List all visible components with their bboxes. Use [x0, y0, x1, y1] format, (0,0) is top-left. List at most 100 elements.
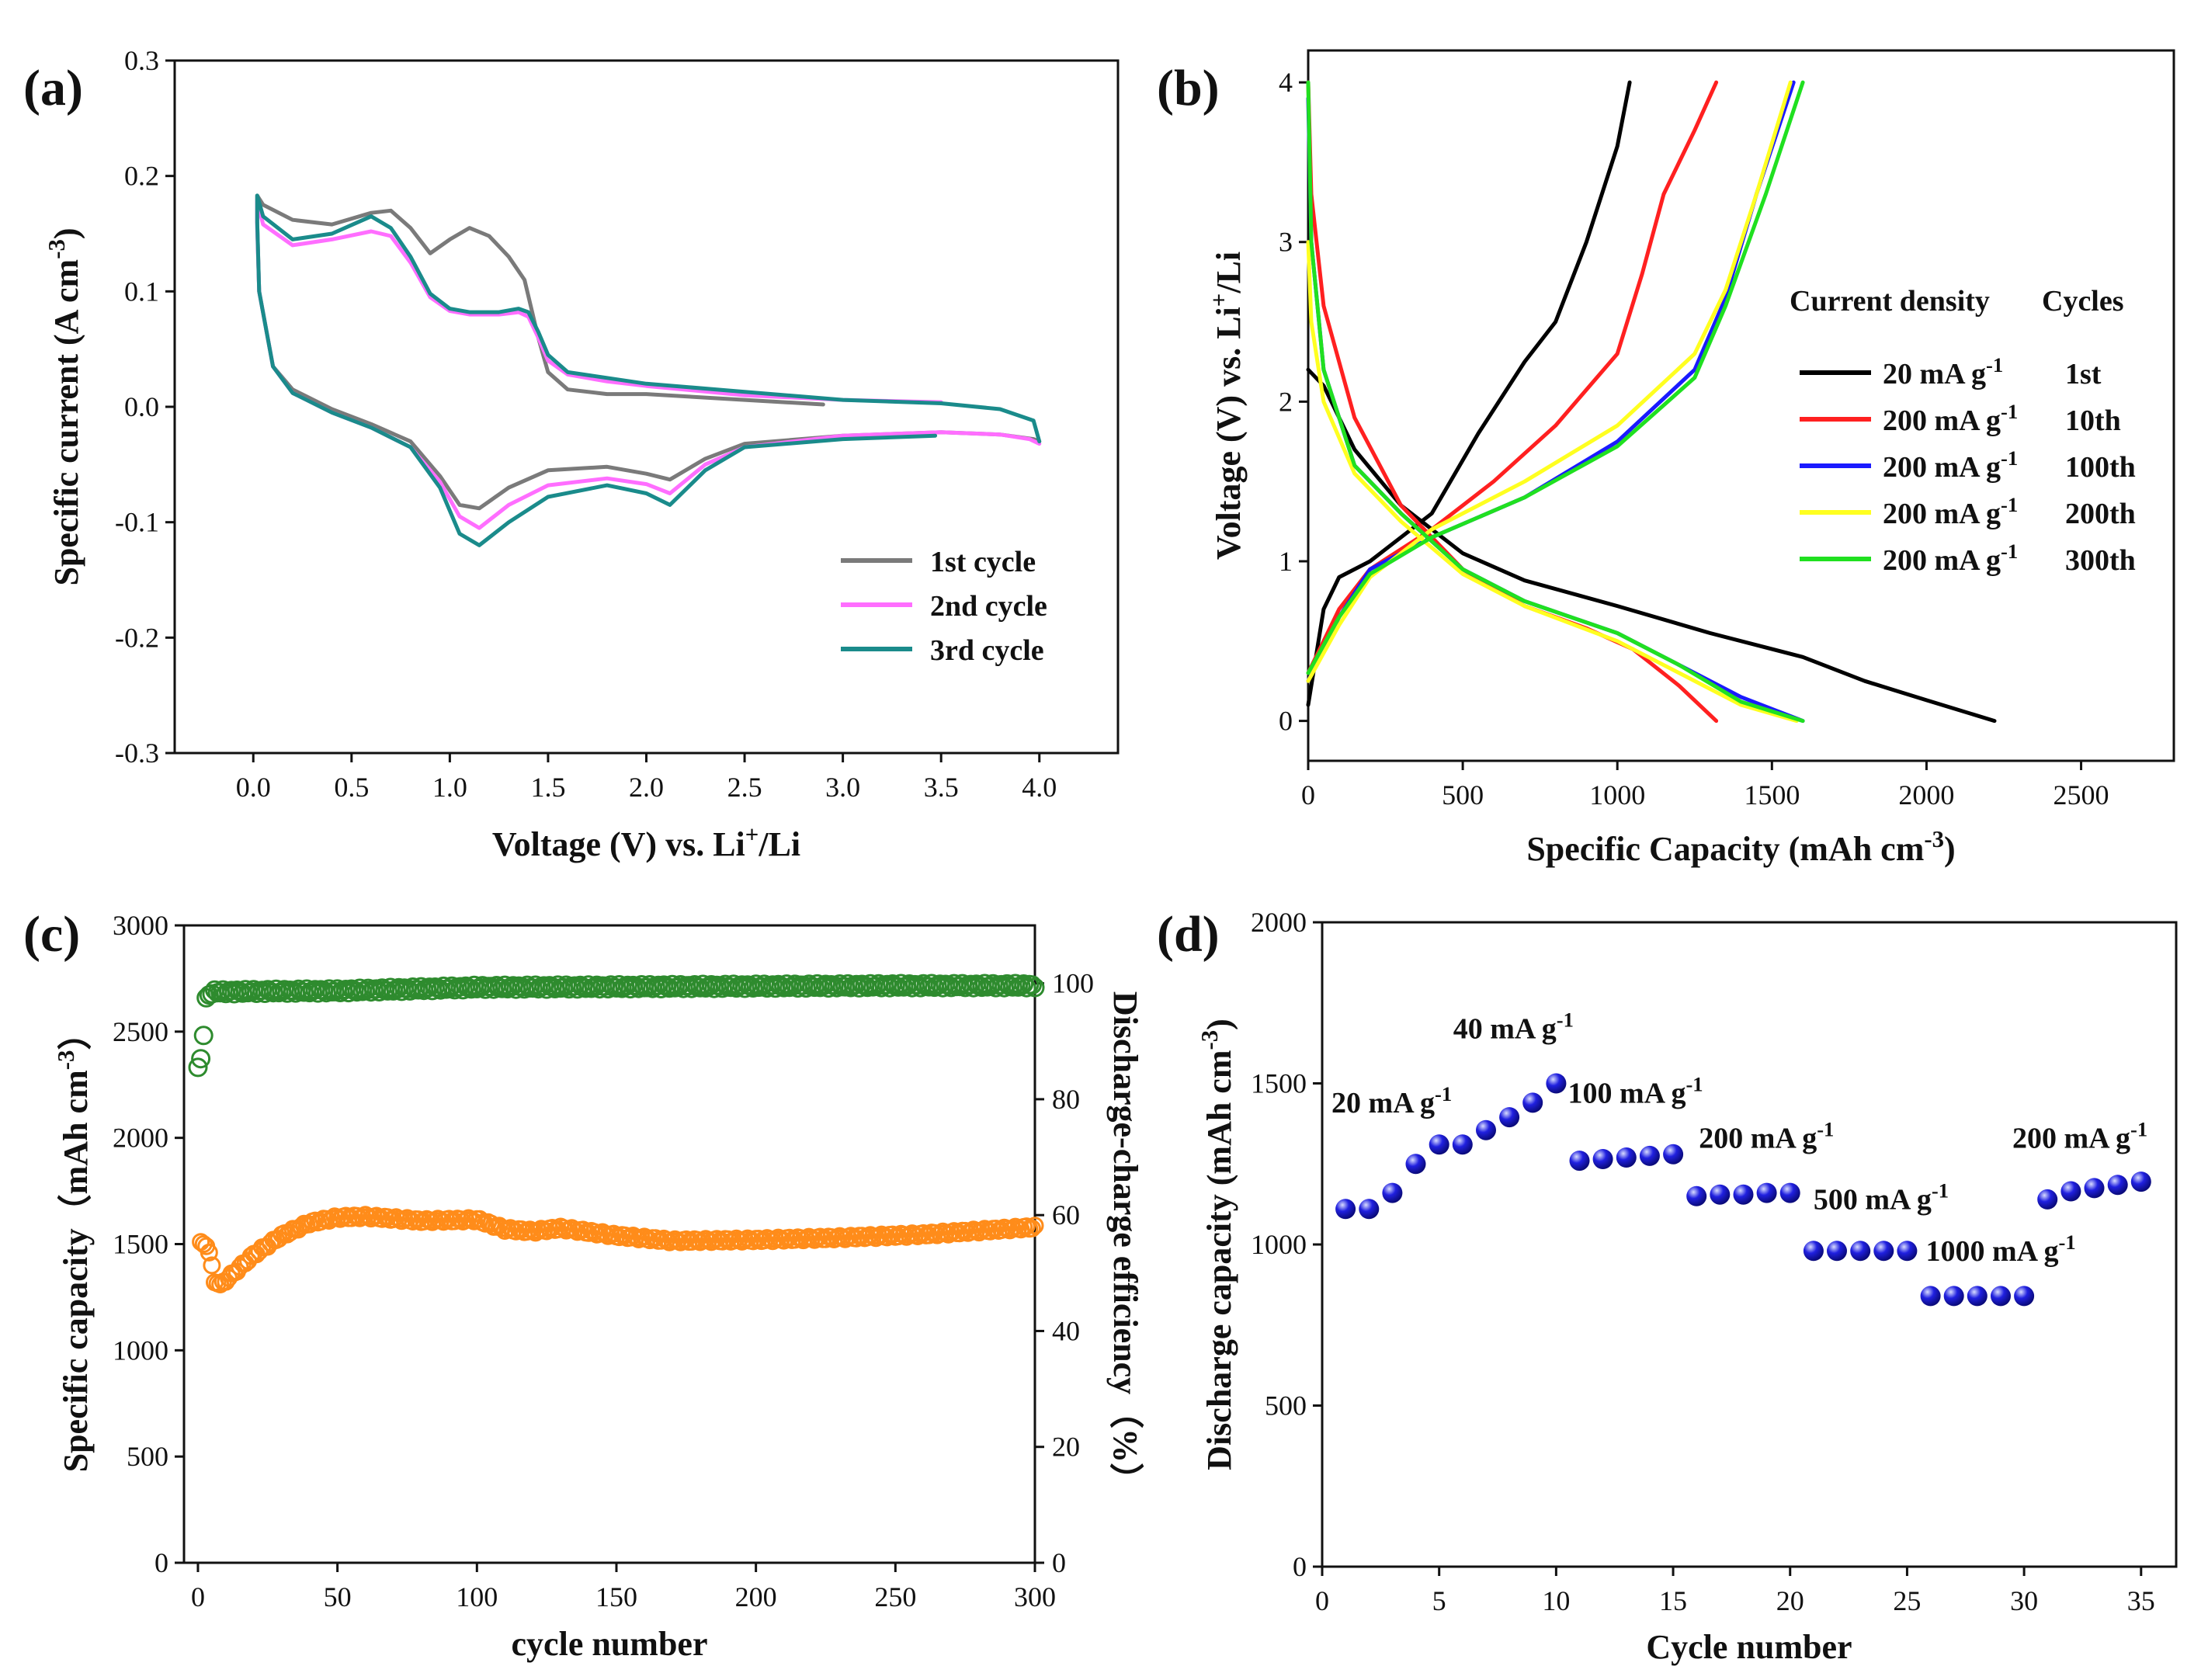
panel-d-xtick-label: 30	[2010, 1585, 2038, 1616]
panel-c-xtick-label: 150	[595, 1581, 637, 1612]
panel-d-ytick-label: 1500	[1251, 1068, 1307, 1099]
panel-b-legend-cycle-5: 300th	[2065, 544, 2136, 577]
panel-b-series-1-line	[1306, 367, 1997, 724]
panel-d-point	[2130, 1171, 2151, 1192]
panel-b-ylabel-part: +	[1206, 293, 1232, 307]
panel-b-xlabel-part: -3	[1924, 826, 1944, 852]
panel-b-ytick-label: 0	[1279, 706, 1293, 737]
panel-d-annotation-6-part: 1000 mA g	[1926, 1235, 2059, 1268]
panel-b-legend-density-3-part: 200 mA g	[1883, 451, 2001, 484]
panel-d-annotation-5: 500 mA g-1	[1814, 1178, 1949, 1216]
panel-d-point	[1522, 1092, 1543, 1113]
panel-c-xtick-label: 50	[324, 1581, 352, 1612]
panel-d-xlabel: Cycle number	[1646, 1628, 1852, 1666]
panel-d-annotation-3-part: 100 mA g	[1567, 1077, 1686, 1109]
panel-d-point	[1616, 1147, 1637, 1168]
panel-c-ytick-label: 3000	[113, 910, 168, 941]
panel-c-y2tick-label: 80	[1052, 1084, 1080, 1115]
panel-label-b: (b)	[1157, 60, 1220, 116]
panel-a-xtick-label: 2.0	[629, 772, 664, 803]
panel-c-xtick-label: 200	[735, 1581, 777, 1612]
panel-d-point	[2014, 1286, 2035, 1307]
panel-b-xtick-label: 0	[1301, 779, 1315, 810]
panel-c-capacity-marker	[693, 1231, 712, 1250]
panel-d-ylabel-part: Discharge capacity (mAh cm	[1200, 1050, 1238, 1470]
panel-d-point	[1827, 1241, 1847, 1262]
panel-d-annotation-4-part: 200 mA g	[1699, 1123, 1817, 1155]
panel-b-legend-header-density: Current density	[1790, 285, 1990, 318]
panel-d-point	[2060, 1181, 2081, 1202]
panel-a-ytick-label: 0.0	[124, 391, 159, 422]
panel-c-ylabel-part: -3	[53, 1050, 79, 1071]
panel-a-xtick-label: 0.5	[334, 772, 369, 803]
panel-c-efficiency-marker	[191, 1049, 211, 1069]
panel-c-y2tick-label: 40	[1052, 1315, 1080, 1346]
panel-a-series-2-line	[255, 199, 1042, 530]
panel-c-capacity-marker	[797, 1230, 815, 1248]
panel-a-ytick-label: 0.3	[124, 45, 159, 76]
panel-c-xlabel: cycle number	[512, 1625, 708, 1663]
panel-d-xtick-label: 0	[1315, 1585, 1329, 1616]
panel-d-annotation-6: 1000 mA g-1	[1926, 1230, 2076, 1268]
panel-b-ytick-label: 3	[1279, 227, 1293, 258]
panel-b-legend-cycle-3: 100th	[2065, 451, 2136, 484]
panel-d-point	[1592, 1149, 1613, 1169]
panel-c-capacity-marker	[1026, 1217, 1044, 1235]
panel-b-legend-cycle-1: 1st	[2065, 358, 2102, 390]
panel-c-xtick-label: 300	[1014, 1581, 1056, 1612]
panel-b-xtick-label: 1000	[1589, 779, 1645, 810]
panel-a-ytick-label: -0.2	[115, 622, 159, 653]
panel-c-capacity-marker	[200, 1243, 218, 1262]
panel-d-ytick-label: 1000	[1251, 1229, 1307, 1260]
panel-b-series-7-line	[1306, 240, 1799, 724]
panel-a-ytick-label: 0.1	[124, 276, 159, 307]
panel-b-ytick-label: 2	[1279, 386, 1293, 417]
panel-c-capacity-marker	[864, 1227, 883, 1245]
panel-c-ytick-label: 1000	[113, 1335, 168, 1366]
panel-b-xtick-label: 2000	[1898, 779, 1954, 810]
panel-c-capacity-marker	[250, 1242, 269, 1261]
panel-c-y2label: Discharge-charge efficiency（%）	[1106, 991, 1144, 1497]
panel-d-point	[1569, 1151, 1590, 1171]
panel-c-y2tick-label: 100	[1052, 968, 1094, 999]
panel-b-xlabel-part: Specific Capacity (mAh cm	[1526, 830, 1924, 868]
panel-d-point	[2037, 1189, 2058, 1210]
panel-d-annotation-7: 200 mA g-1	[2012, 1118, 2147, 1155]
panel-b-legend-density-3: 200 mA g-1	[1883, 446, 2018, 484]
panel-d-point	[1335, 1199, 1356, 1220]
panel-b-legend-density-3-part: -1	[2001, 446, 2018, 470]
panel-c-ytick-label: 2500	[113, 1016, 168, 1047]
panel-d-point	[1686, 1185, 1707, 1206]
panel-d-point	[1359, 1199, 1380, 1220]
panel-d-annotation-4: 200 mA g-1	[1699, 1118, 1834, 1155]
panel-d-ytick-label: 2000	[1251, 907, 1307, 938]
panel-b-series-6-line	[1306, 80, 1796, 683]
panel-d-annotation-1: 20 mA g-1	[1331, 1082, 1452, 1119]
panel-c-efficiency-marker	[1025, 977, 1045, 998]
panel-label-c: (c)	[23, 906, 80, 963]
panel-c-efficiency-marker	[188, 1057, 208, 1078]
panel-c-ytick-label: 500	[127, 1441, 168, 1472]
panel-d-xtick-label: 10	[1542, 1585, 1570, 1616]
panel-a-ylabel-part: -3	[43, 239, 70, 259]
panel-b-series-2-line	[1306, 80, 1632, 707]
panel-a-xtick-label: 3.5	[924, 772, 959, 803]
panel-d-point	[1405, 1154, 1426, 1175]
panel-a-legend-label-1: 1st cycle	[930, 546, 1036, 578]
panel-d-point	[2107, 1175, 2128, 1196]
panel-b-plot: 0 500 1000 1500 2000 2500 0 1 2 3 4 Specific Capaci…	[1206, 49, 2175, 868]
panel-a-ytick-label: -0.3	[115, 738, 159, 769]
panel-d-point	[1991, 1286, 2011, 1307]
panel-d-ytick-label: 0	[1293, 1551, 1307, 1582]
panel-c-plot: 0 50 100 150 200 250 3000500100015002000250030…	[53, 910, 1144, 1663]
panel-b-xtick-label: 500	[1442, 779, 1484, 810]
panel-d-xtick-label: 5	[1432, 1585, 1446, 1616]
panel-d-annotation-2-part: -1	[1557, 1008, 1574, 1031]
panel-c-capacity-marker	[828, 1229, 846, 1248]
panel-b-legend-density-2-part: -1	[2001, 400, 2018, 423]
panel-d-xtick-label: 15	[1659, 1585, 1687, 1616]
panel-d-point	[1499, 1107, 1520, 1128]
panel-a-legend-label-2: 2nd cycle	[930, 590, 1047, 623]
panel-c-ytick-label: 1500	[113, 1229, 168, 1260]
